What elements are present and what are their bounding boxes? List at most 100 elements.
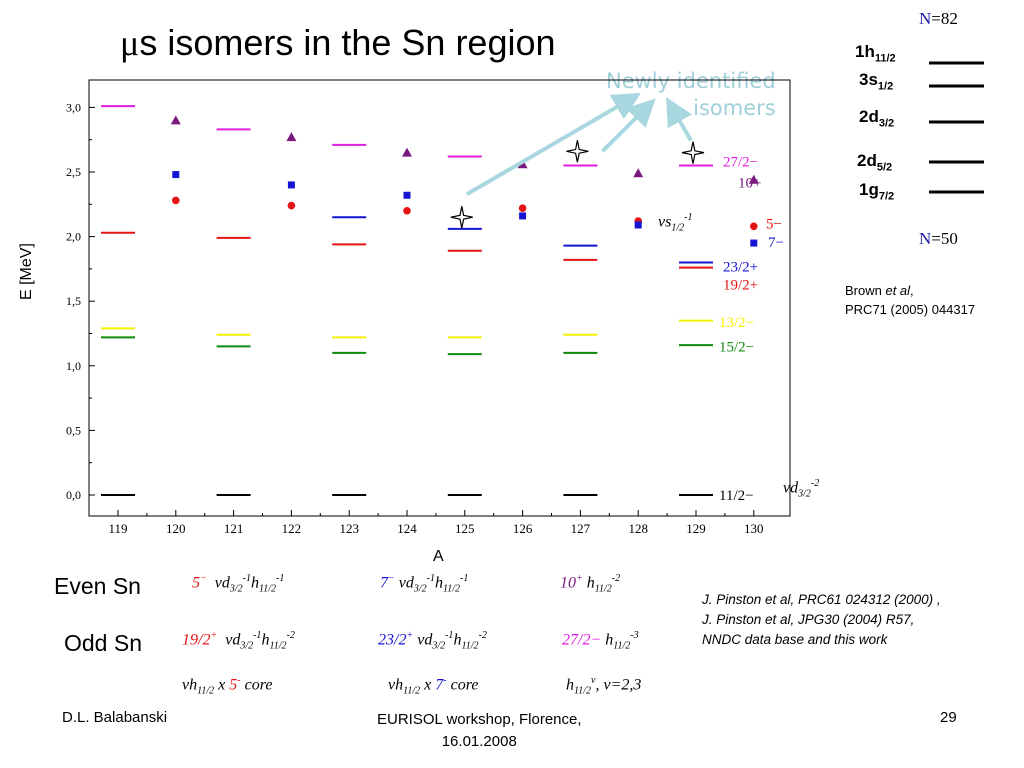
footer-venue-line-1: EURISOL workshop, Florence,	[377, 711, 582, 728]
odd-conf-27: 27/2− h11/2-3	[562, 630, 639, 652]
new-isomer-star	[681, 141, 705, 164]
odd-levels	[101, 105, 713, 496]
even-conf-5-nu: ν	[214, 574, 222, 592]
reference-1: J. Pinston et al, PRC61 024312 (2000) ,	[702, 592, 941, 607]
even-conf-10-sup2: -2	[611, 573, 621, 584]
x-tick-label: 130	[744, 521, 764, 536]
core-5-state: 5	[229, 676, 238, 694]
even-conf-5-sup2: -1	[276, 573, 285, 584]
x-tick-label: 119	[108, 521, 127, 536]
even-point-square	[287, 181, 295, 189]
page-title: μs isomers in the Sn region	[120, 22, 556, 64]
shell-ref-brown: Brown	[845, 283, 886, 298]
even-point-triangle	[286, 132, 297, 142]
shell-2d52-sub: 5/2	[876, 161, 893, 174]
x-tick-label: 128	[628, 521, 648, 536]
core-7-x: x	[420, 676, 436, 694]
reference-3: NNDC data base and this work	[702, 632, 888, 647]
even-conf-7-nu: ν	[398, 574, 406, 592]
x-tick-label: 125	[455, 521, 475, 536]
x-tick-label: 129	[686, 521, 706, 536]
even-point-square	[519, 212, 527, 220]
shell-3s-main: 3s	[859, 70, 878, 89]
core-5: νh11/2 x 5- core	[182, 675, 272, 697]
even-conf-7-d: d	[405, 574, 414, 592]
even-point-triangle	[170, 115, 181, 125]
level-label: 7−	[768, 235, 784, 251]
shell-2d32-main: 2d	[859, 107, 879, 126]
even-conf-7: 7− νd3/2-1h11/2-1	[380, 573, 468, 595]
axis-ticks: 0,0 0,5 1,0 1,5 2,0 2,5 3,0 119 120 121 122 123 124 1…	[66, 100, 764, 536]
magic-50: N=50	[919, 229, 958, 249]
magic-50-n: N	[919, 229, 932, 248]
x-tick-label: 123	[339, 521, 359, 536]
x-tick-label: 121	[224, 521, 244, 536]
odd-conf-23-h: h	[453, 631, 462, 649]
shell-1g: 1g7/2	[859, 180, 894, 202]
footer-author: D.L. Balabanski	[62, 709, 168, 726]
new-isomer-star	[566, 140, 589, 163]
level-labels: 27/2− 10+ 5− 7− 23/2+ 19/2+ 13/2− 15/2− 11/2−	[719, 155, 784, 504]
new-isomer-stars	[450, 140, 705, 229]
level-label: 15/2−	[719, 339, 754, 355]
annotation-d32-main: d	[790, 479, 799, 497]
even-conf-10-h: h	[586, 574, 595, 592]
shell-2d32: 2d3/2	[859, 107, 894, 129]
shell-ref-comma: ,	[910, 283, 914, 298]
core-7-core: core	[446, 676, 479, 694]
chart-frame	[88, 79, 791, 517]
even-conf-10-sub2: 11/2	[594, 583, 612, 595]
odd-conf-27-h: h	[605, 631, 614, 649]
even-conf-5-state-sup: −	[200, 573, 207, 584]
core-h-rest: , ν=2,3	[595, 676, 642, 694]
even-conf-7-state: 7	[380, 574, 388, 592]
even-conf-5-sub1: 3/2	[229, 583, 243, 595]
annotation-s12-sub: 1/2	[671, 222, 685, 234]
shell-2d52: 2d5/2	[857, 151, 892, 173]
y-tick-label: 1,0	[66, 359, 81, 373]
even-conf-10-state: 10	[560, 574, 576, 592]
shell-1g-sub: 7/2	[878, 190, 895, 203]
odd-conf-19-state-sup: +	[210, 630, 218, 641]
odd-conf-19-sub2: 11/2	[269, 640, 287, 652]
core-7: νh11/2 x 7- core	[388, 675, 478, 697]
shell-level-lines	[929, 61, 984, 194]
y-tick-label: 3,0	[66, 100, 81, 114]
level-label: 10+	[738, 175, 761, 191]
footer-venue-line-2: 16.01.2008	[441, 733, 517, 750]
core-7-sup: -	[443, 675, 447, 686]
odd-conf-19: 19/2+ νd3/2-1h11/2-2	[182, 630, 295, 652]
even-point-square	[634, 221, 642, 229]
odd-conf-19-sub1: 3/2	[240, 640, 254, 652]
odd-conf-23-sub1: 3/2	[432, 640, 446, 652]
shell-3s-sub: 1/2	[877, 80, 894, 93]
even-conf-5-d: d	[221, 574, 230, 592]
odd-conf-23-sub2: 11/2	[461, 640, 479, 652]
level-label: 27/2−	[723, 155, 758, 171]
isomer-arrow	[600, 98, 656, 153]
odd-conf-19-sup1: -1	[253, 630, 262, 641]
even-conf-7-sub1: 3/2	[413, 583, 427, 595]
even-conf-7-sub2: 11/2	[442, 583, 461, 595]
core-5-nu: ν	[182, 676, 190, 694]
shell-3s: 3s1/2	[859, 70, 893, 92]
even-conf-5-sub2: 11/2	[258, 583, 277, 595]
even-point-triangle	[633, 168, 644, 178]
odd-conf-23-state: 23/2	[378, 631, 407, 649]
shell-ref-line-1: Brown et al,	[845, 283, 914, 298]
core-7-sub: 11/2	[403, 685, 421, 697]
core-h-h: h	[566, 676, 574, 694]
x-tick-label: 122	[282, 521, 302, 536]
new-isomer-star	[450, 206, 473, 229]
annotation-s12: νs1/2-1	[658, 212, 692, 234]
shell-ref-etal: et al	[885, 283, 911, 298]
y-tick-label: 2,5	[66, 165, 81, 179]
odd-sn-label: Odd Sn	[64, 630, 142, 656]
even-conf-7-h: h	[434, 574, 443, 592]
y-tick-label: 0,0	[66, 488, 81, 502]
annotation-d32-sup: -2	[810, 478, 820, 489]
level-label: 13/2−	[719, 315, 754, 331]
isomer-arrow	[666, 97, 693, 142]
core-h-sub: 11/2	[574, 685, 592, 697]
